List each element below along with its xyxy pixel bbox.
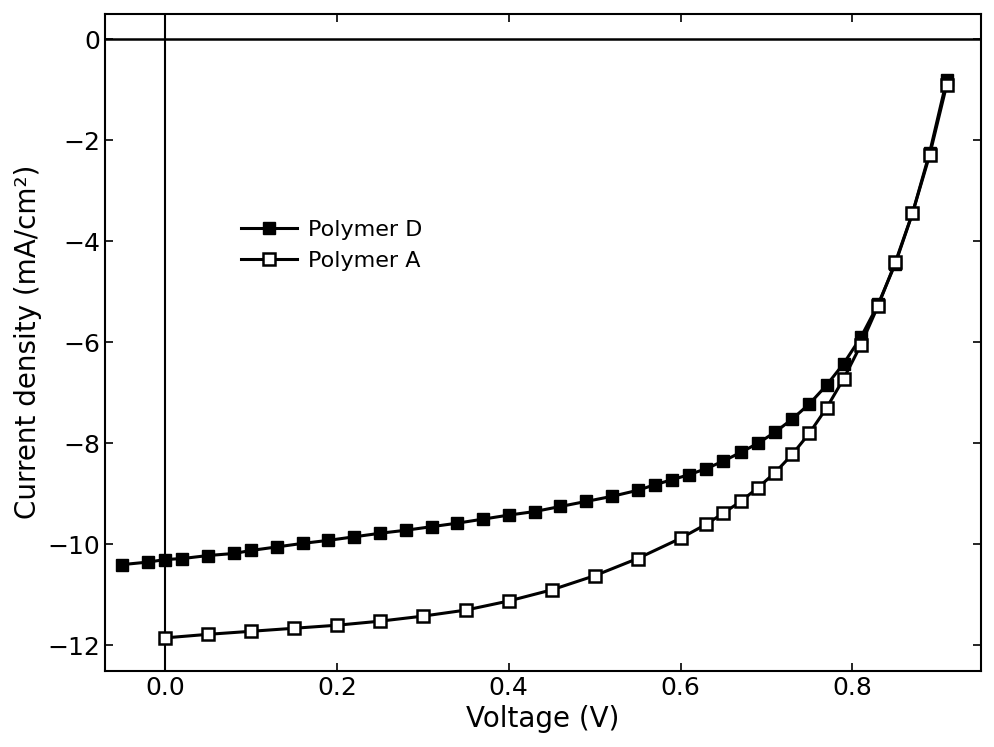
Legend: Polymer D, Polymer A: Polymer D, Polymer A: [230, 209, 433, 282]
Polymer A: [674, 534, 686, 543]
Polymer D: [665, 475, 677, 484]
Polymer D: [142, 557, 154, 566]
Polymer A: [331, 621, 343, 630]
Polymer A: [631, 554, 643, 563]
Polymer D: [648, 480, 660, 489]
Line: Polymer A: Polymer A: [160, 79, 951, 643]
Polymer A: [717, 509, 729, 518]
Polymer A: [837, 374, 849, 383]
Polymer D: [202, 551, 214, 560]
Polymer D: [116, 560, 128, 569]
Polymer D: [451, 518, 463, 527]
Polymer D: [683, 470, 695, 479]
Polymer D: [528, 507, 540, 516]
Polymer A: [202, 630, 214, 639]
Polymer A: [459, 606, 471, 615]
Polymer A: [546, 586, 558, 595]
Polymer A: [922, 151, 934, 160]
Polymer A: [288, 624, 300, 633]
Polymer D: [425, 522, 437, 531]
Polymer D: [159, 555, 171, 564]
Polymer D: [245, 546, 256, 555]
Polymer D: [374, 529, 386, 538]
Polymer D: [837, 359, 849, 368]
Y-axis label: Current density (mA/cm²): Current density (mA/cm²): [14, 165, 42, 519]
Polymer D: [820, 381, 832, 390]
Polymer A: [751, 483, 763, 492]
Polymer A: [854, 341, 866, 350]
Polymer D: [580, 497, 591, 506]
Polymer D: [476, 515, 488, 524]
Polymer D: [400, 526, 412, 535]
Polymer D: [854, 332, 866, 341]
Line: Polymer D: Polymer D: [116, 74, 951, 570]
Polymer A: [700, 520, 712, 529]
Polymer A: [159, 633, 171, 642]
Polymer A: [734, 497, 746, 506]
Polymer D: [871, 300, 883, 309]
Polymer D: [785, 415, 797, 424]
X-axis label: Voltage (V): Voltage (V): [466, 705, 619, 733]
Polymer D: [502, 511, 514, 520]
Polymer A: [416, 612, 428, 621]
Polymer A: [785, 450, 797, 459]
Polymer D: [717, 456, 729, 465]
Polymer D: [889, 259, 901, 268]
Polymer A: [374, 617, 386, 626]
Polymer D: [768, 428, 780, 437]
Polymer A: [245, 627, 256, 636]
Polymer D: [751, 438, 763, 447]
Polymer A: [820, 403, 832, 412]
Polymer D: [270, 542, 282, 551]
Polymer D: [296, 539, 308, 548]
Polymer D: [734, 448, 746, 457]
Polymer D: [605, 492, 617, 501]
Polymer A: [768, 468, 780, 477]
Polymer A: [889, 258, 901, 267]
Polymer D: [631, 486, 643, 495]
Polymer A: [588, 571, 600, 580]
Polymer D: [322, 536, 334, 545]
Polymer A: [871, 302, 883, 311]
Polymer D: [228, 549, 240, 558]
Polymer A: [802, 429, 814, 438]
Polymer A: [906, 209, 917, 218]
Polymer D: [700, 464, 712, 473]
Polymer A: [502, 597, 514, 606]
Polymer A: [940, 80, 952, 89]
Polymer D: [802, 400, 814, 409]
Polymer D: [554, 502, 566, 511]
Polymer D: [348, 533, 360, 542]
Polymer D: [176, 554, 188, 563]
Polymer D: [922, 149, 934, 158]
Polymer D: [906, 209, 917, 218]
Polymer D: [940, 75, 952, 84]
